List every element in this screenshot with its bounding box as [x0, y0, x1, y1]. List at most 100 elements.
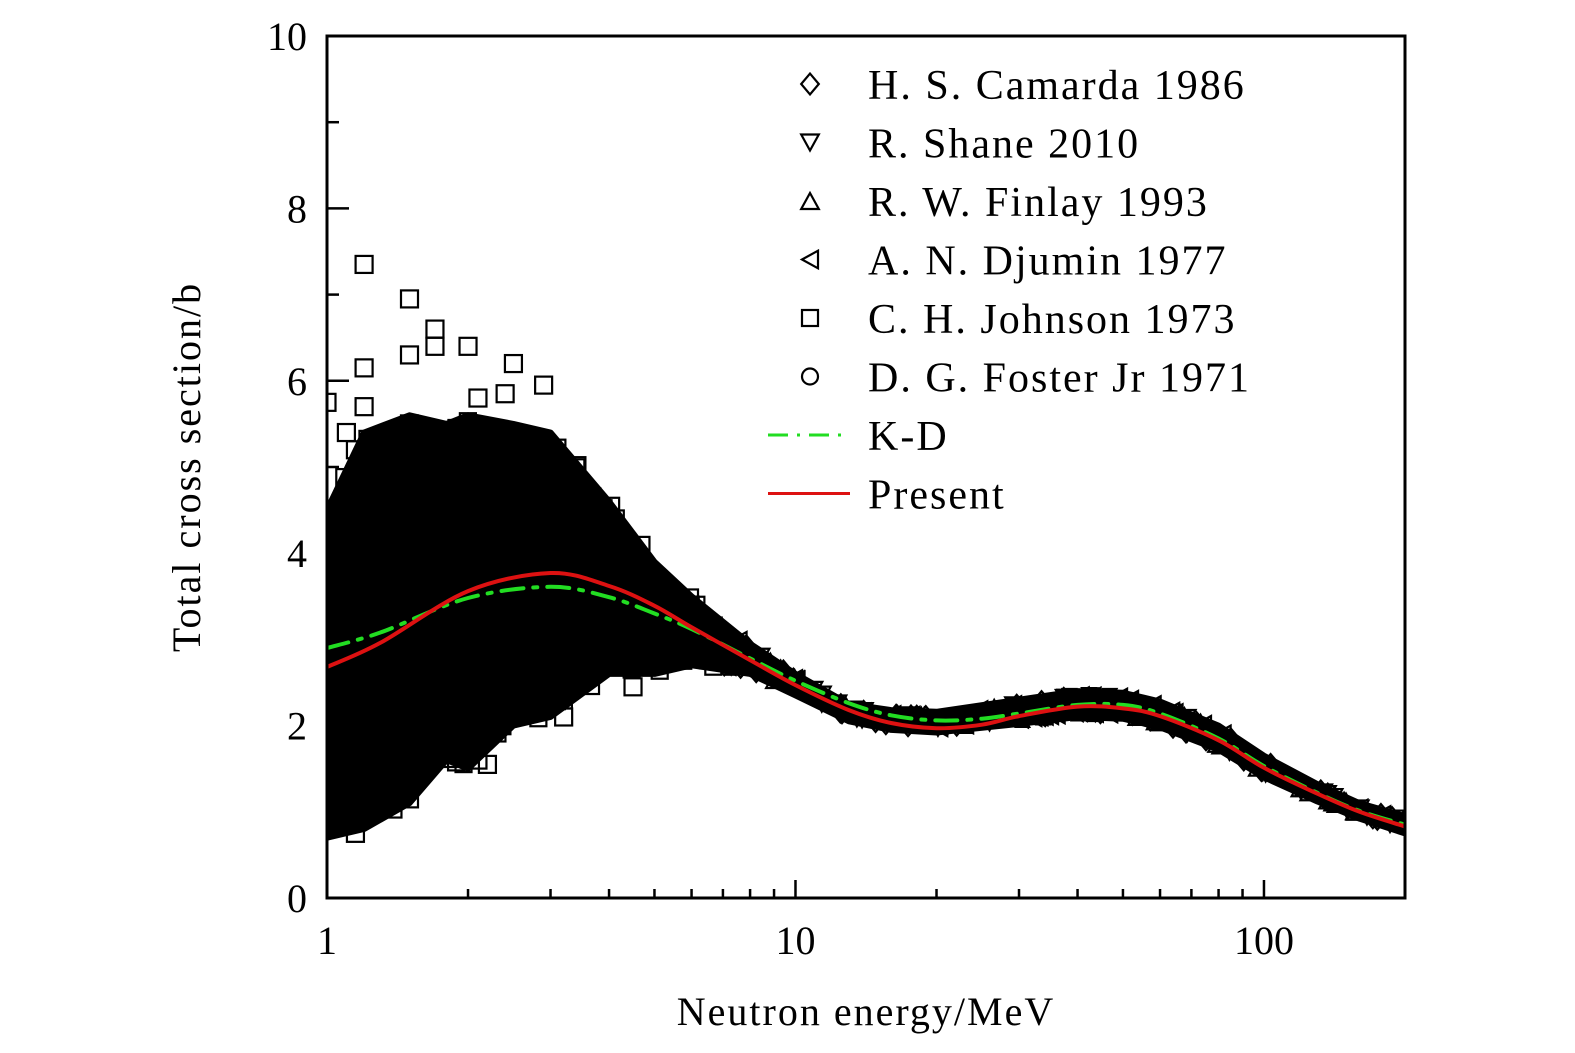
data-point	[554, 707, 574, 727]
legend-label: K-D	[868, 414, 949, 460]
data-point	[619, 618, 638, 637]
axes: 0 2 4 6 8 10 1 10 100	[267, 14, 1407, 963]
data-point	[1034, 710, 1052, 726]
data-point	[380, 680, 399, 700]
y-tick-label: 4	[287, 531, 307, 576]
data-point	[342, 738, 361, 757]
johnson-1973-points	[327, 254, 643, 843]
data-point	[544, 512, 563, 531]
legend-item: C. H. Johnson 1973	[800, 297, 1237, 343]
legend-item: D. G. Foster Jr 1971	[800, 356, 1249, 402]
data-point	[1175, 705, 1193, 722]
data-point	[1146, 694, 1162, 712]
data-point	[459, 530, 479, 549]
data-point	[399, 641, 418, 660]
data-point	[426, 739, 445, 758]
data-point	[1120, 709, 1137, 726]
data-point	[561, 594, 580, 613]
data-point	[457, 420, 477, 439]
legend-item: Present	[768, 473, 1006, 519]
data-point	[652, 652, 671, 671]
legend-label: A. N. Djumin 1977	[868, 239, 1228, 285]
data-point	[481, 455, 500, 475]
data-point	[617, 535, 636, 554]
data-point	[1353, 799, 1371, 815]
data-point	[397, 747, 417, 766]
data-point	[754, 647, 772, 664]
data-point	[567, 458, 586, 477]
data-point	[446, 753, 466, 772]
data-point	[468, 675, 487, 694]
data-point	[1222, 726, 1239, 746]
y-tick-label: 0	[287, 876, 307, 921]
data-point	[551, 617, 570, 636]
data-point	[355, 468, 374, 487]
data-point	[571, 544, 590, 563]
data-point	[436, 720, 456, 740]
data-point	[680, 588, 700, 607]
x-tick-label: 10	[775, 918, 815, 963]
data-point	[748, 664, 765, 684]
y-tick-label: 2	[287, 704, 307, 749]
data-point	[365, 753, 384, 772]
data-point	[347, 524, 366, 543]
data-point	[505, 521, 524, 540]
data-point	[475, 430, 495, 449]
data-point	[523, 470, 542, 489]
data-point	[831, 694, 849, 710]
data-point	[393, 576, 412, 595]
data-point	[445, 460, 465, 479]
data-point	[534, 375, 554, 395]
data-point	[370, 479, 390, 499]
legend-label: R. W. Finlay 1993	[868, 180, 1209, 226]
data-point	[374, 483, 393, 502]
data-point	[623, 677, 643, 697]
data-point	[558, 597, 578, 616]
data-point	[354, 358, 374, 378]
data-point	[425, 336, 445, 356]
data-point	[650, 661, 669, 680]
data-point	[482, 613, 501, 632]
data-point	[458, 336, 478, 356]
data-point	[550, 553, 569, 572]
legend-item: K-D	[768, 414, 949, 460]
data-point	[985, 697, 1003, 714]
data-point	[704, 616, 723, 635]
data-point	[690, 647, 709, 666]
data-point	[399, 289, 420, 309]
data-point	[634, 561, 653, 580]
data-point	[396, 525, 415, 544]
data-point	[611, 649, 630, 668]
data-point	[1123, 689, 1140, 707]
data-point	[578, 664, 598, 684]
data-point	[374, 595, 393, 614]
data-point	[399, 345, 420, 365]
data-point	[596, 631, 615, 650]
data-point	[555, 630, 574, 649]
data-point	[354, 254, 374, 275]
data-point	[655, 612, 674, 632]
data-point	[917, 704, 934, 724]
x-tick-label: 1	[317, 918, 337, 963]
data-point	[439, 483, 458, 503]
data-point	[495, 565, 514, 584]
data-point	[761, 651, 779, 667]
data-point	[385, 444, 406, 464]
data-point	[1213, 740, 1229, 758]
triangle-left-marker-icon	[799, 248, 820, 271]
triangle-up-marker-icon	[799, 190, 821, 211]
data-point	[493, 717, 512, 736]
data-point	[406, 624, 425, 643]
data-point	[468, 388, 488, 408]
data-point	[1149, 715, 1167, 732]
legend-label: C. H. Johnson 1973	[868, 297, 1237, 343]
data-point	[327, 735, 343, 754]
data-point	[503, 353, 524, 374]
triangle-down-marker-icon	[799, 133, 821, 153]
data-point	[603, 525, 622, 544]
data-point	[1389, 809, 1405, 825]
data-point	[406, 442, 425, 461]
legend-label: Present	[868, 473, 1006, 519]
data-point	[577, 615, 596, 634]
data-point	[529, 709, 548, 728]
